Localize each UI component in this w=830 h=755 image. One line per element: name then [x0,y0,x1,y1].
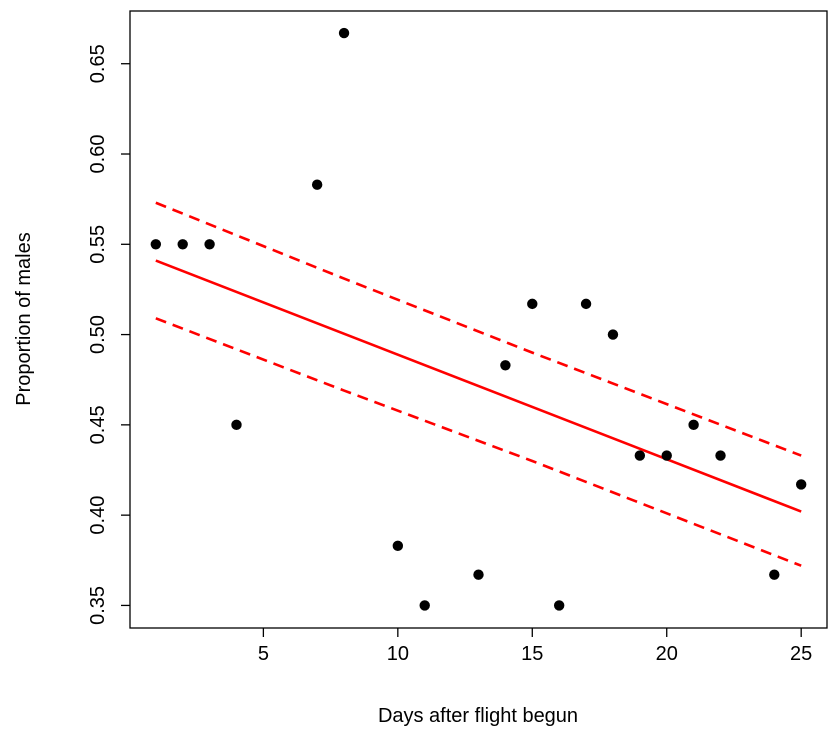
plot-frame [129,10,828,629]
x-axis-label: Days after flight begun [378,705,578,727]
data-point [634,450,646,461]
data-point [150,239,162,250]
x-tick-label: 20 [656,643,678,665]
data-point [177,239,188,250]
y-axis-label: Proportion of males [13,232,35,405]
data-point [419,600,430,611]
data-point [231,419,242,431]
y-tick-label: 0.65 [87,44,109,83]
confidence-band-upper [155,201,802,457]
fit-line [155,259,802,513]
x-tick-label: 5 [258,643,269,665]
data-point [204,239,215,250]
x-tick-label: 15 [521,643,543,665]
data-point [311,179,323,190]
data-point [392,540,404,552]
data-point [527,298,538,310]
data-point [769,569,780,580]
data-point [795,479,807,490]
data-point [607,329,619,340]
y-tick-label: 0.60 [87,135,109,174]
data-point [500,360,511,371]
y-tick-label: 0.40 [87,496,109,535]
x-tick-label: 10 [387,643,409,665]
y-tick-label: 0.45 [87,405,109,444]
confidence-band-lower [155,317,802,567]
y-tick-label: 0.50 [87,315,109,354]
data-point [661,450,672,461]
data-point [338,27,350,39]
y-axis: 0.35 0.40 0.45 0.50 0.55 0.60 0.65 [87,44,130,625]
points-layer [150,27,807,611]
data-point [553,600,565,611]
data-point [688,419,699,431]
y-tick-label: 0.35 [87,586,109,625]
y-tick-label: 0.55 [87,225,109,264]
data-point [473,569,484,580]
x-axis: 5 10 15 20 25 [258,628,812,665]
data-point [580,298,592,310]
fit-layer [155,201,802,567]
x-tick-label: 25 [790,643,812,665]
data-point [715,450,726,461]
